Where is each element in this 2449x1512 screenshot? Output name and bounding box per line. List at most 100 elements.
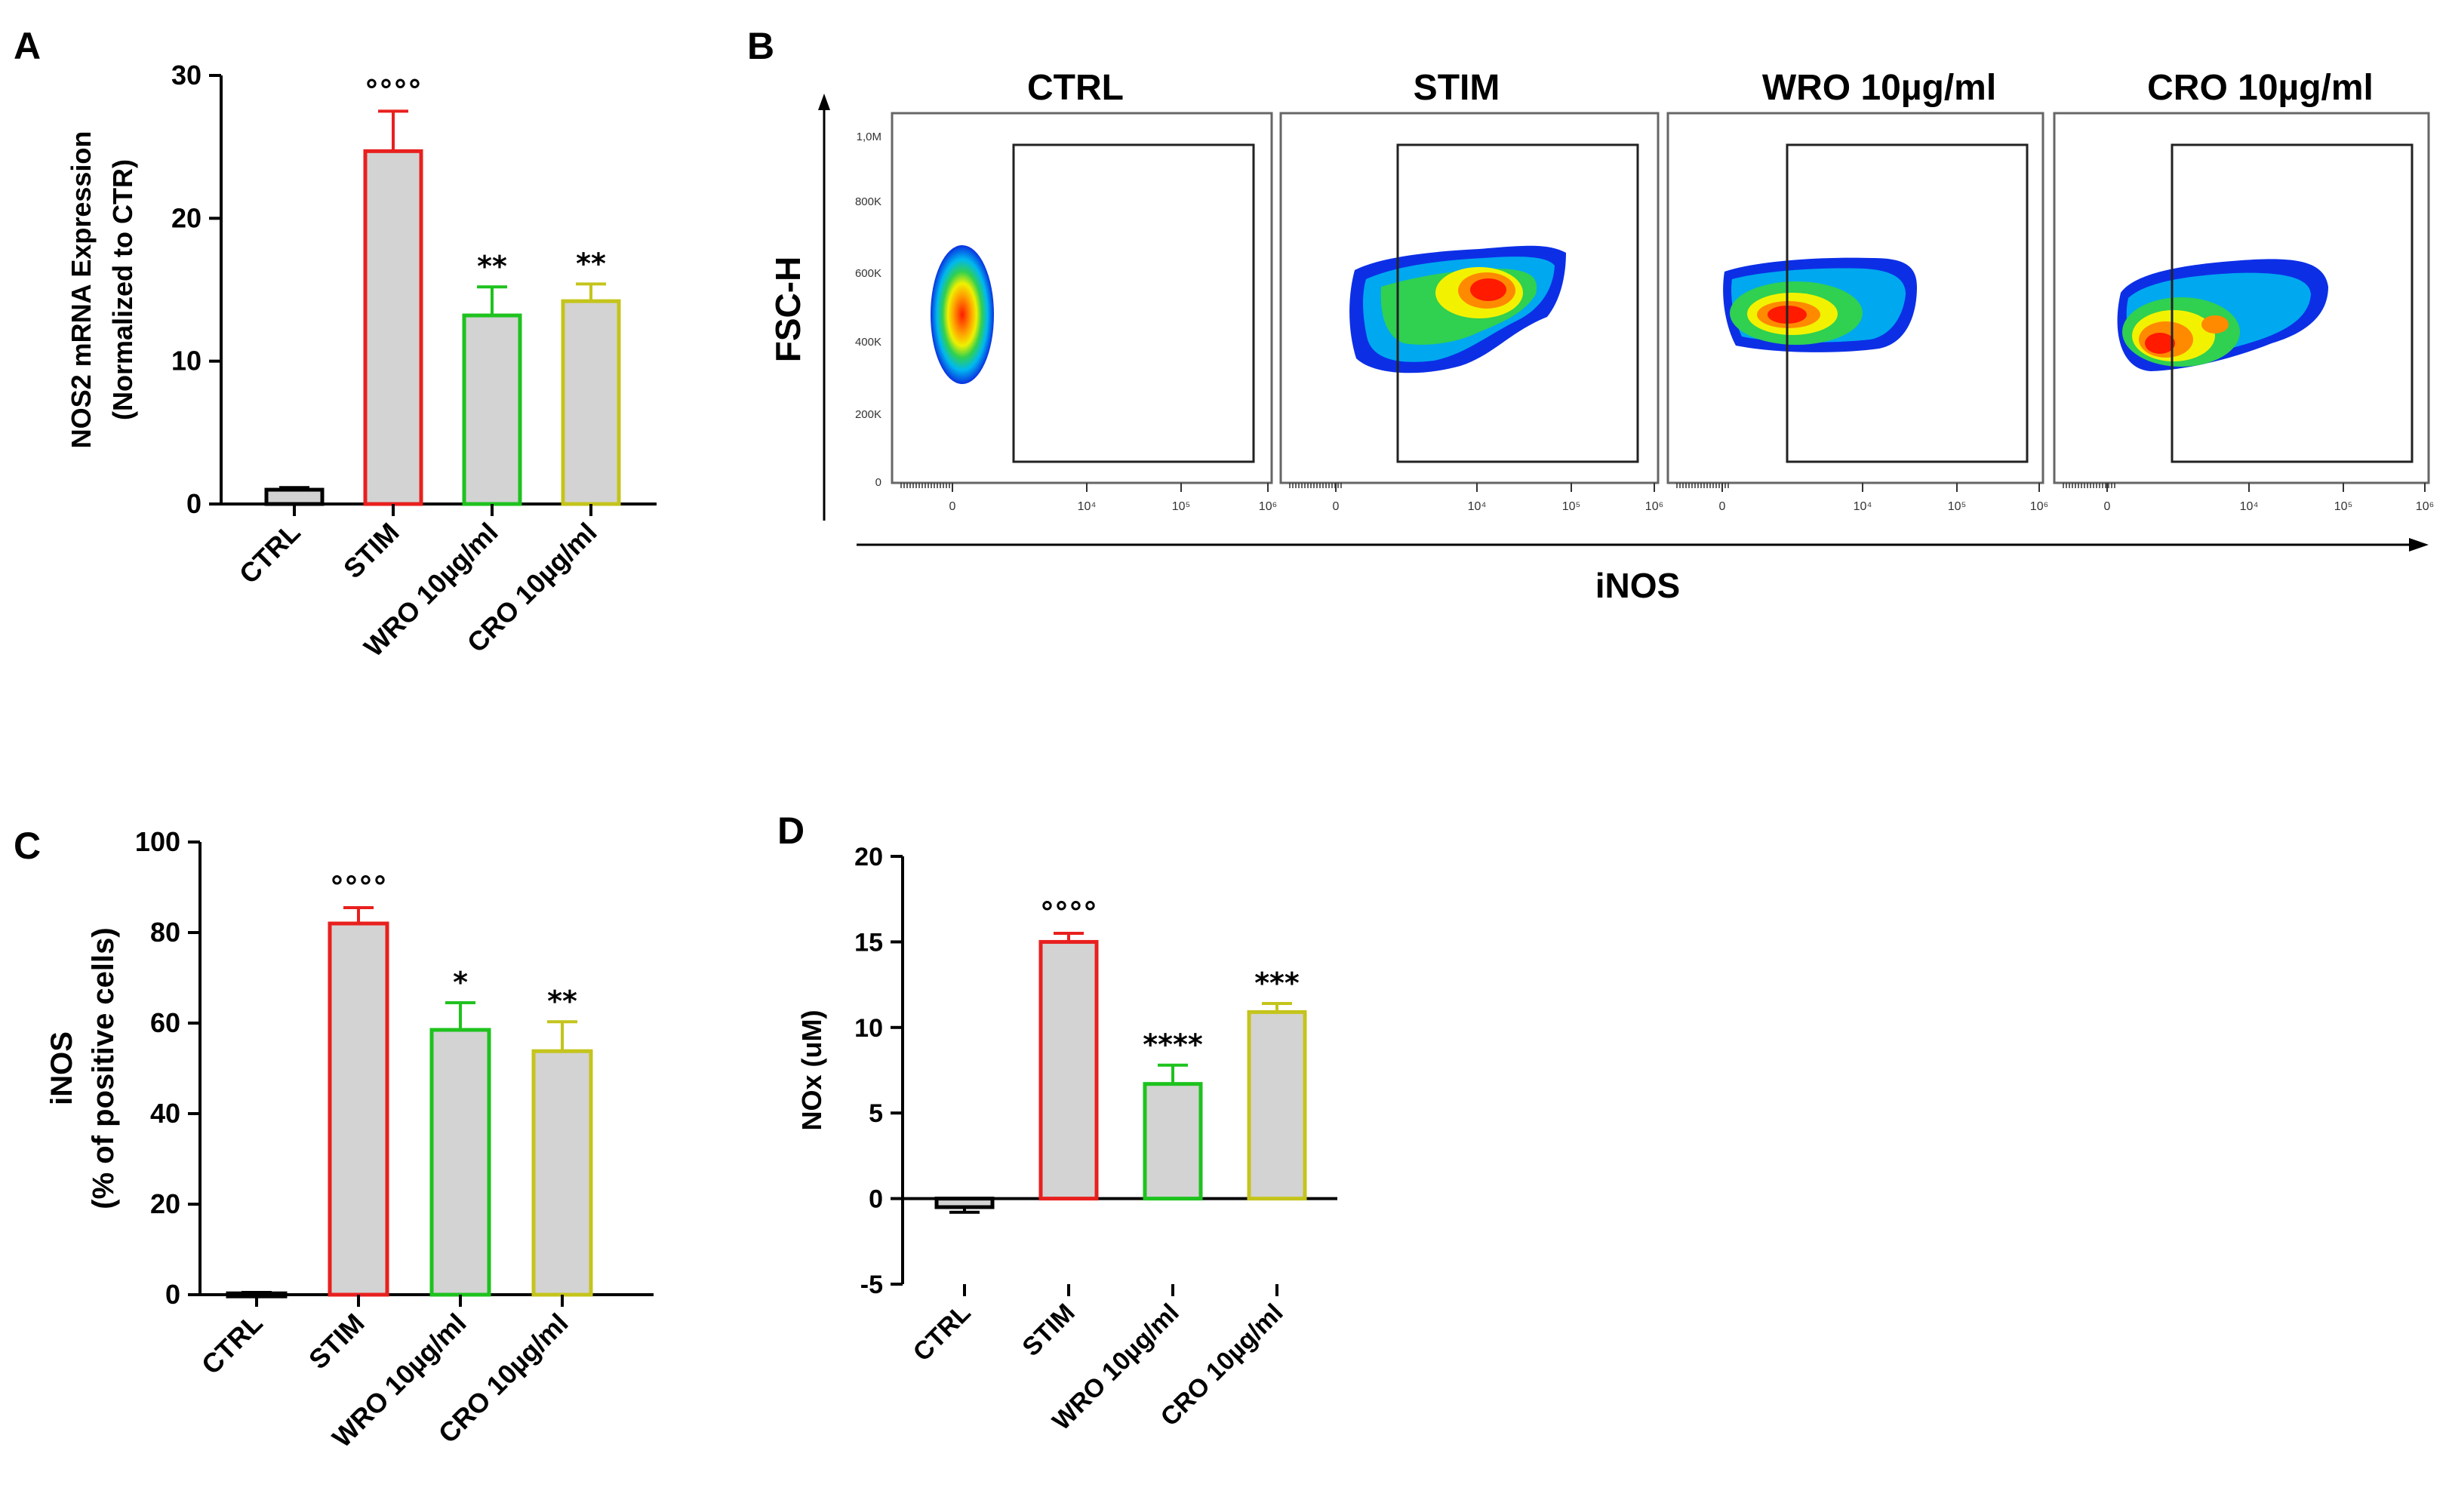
flow-y-tick: 1,0M <box>857 131 881 143</box>
bar <box>1038 939 1099 1201</box>
y-tick-label: 20 <box>854 843 883 871</box>
y-axis-label: NOx (uM) <box>796 1010 827 1131</box>
bar <box>328 921 389 1297</box>
flow-x-tick-label: 10⁴ <box>1468 500 1487 513</box>
significance-label: ** <box>547 985 577 1018</box>
y-tick-label: 5 <box>869 1099 883 1128</box>
flow-x-tick-label: 10⁴ <box>2240 500 2259 513</box>
flow-x-arrowhead <box>2409 538 2429 552</box>
flow-title-wro: WRO 10µg/ml <box>1762 68 1996 108</box>
y-tick-label: 100 <box>135 826 180 857</box>
y-tick-label: 10 <box>171 346 202 376</box>
category-label: STIM <box>1017 1298 1080 1362</box>
flow-title-stim: STIM <box>1414 68 1500 108</box>
bar <box>429 1028 491 1297</box>
y-tick-label: 20 <box>171 202 202 233</box>
y-tick-label: 30 <box>171 60 202 91</box>
flow-gate-stim <box>1396 143 1639 463</box>
bar <box>363 149 423 506</box>
flow-gate-ctrl <box>1012 143 1255 463</box>
category-label: CTRL <box>195 1308 269 1381</box>
flow-density-cro <box>2117 259 2328 371</box>
y-axis-label: NOS2 mRNA Expression <box>66 131 97 449</box>
flow-y-arrowhead <box>818 94 830 110</box>
flow-title-ctrl: CTRL <box>1027 68 1124 108</box>
chart-panel-c: 0 20 40 60 80 100 iNOS (% of positive cells) CTR… <box>45 826 654 1453</box>
flow-y-tick: 200K <box>855 408 881 421</box>
flow-gate-cro <box>2171 143 2414 463</box>
flow-plot-frame-wro <box>1666 112 2044 484</box>
flow-gate-wro <box>1786 143 2029 463</box>
y-tick-label: 15 <box>854 928 883 957</box>
y-axis-label: (% of positive cells) <box>87 927 120 1209</box>
bar <box>264 487 325 506</box>
flow-density-wro <box>1723 257 1917 352</box>
significance-label: **** <box>1143 1028 1203 1062</box>
flow-cytometry-panel-b: FSC-H iNOS CTRL STIM WRO 10µg/ml CRO 10µ… <box>768 68 2434 605</box>
bar <box>531 1049 593 1297</box>
flow-y-tick: 600K <box>855 267 881 280</box>
flow-plot-frame-stim <box>1279 112 1660 484</box>
flow-x-tick-label: 0 <box>1333 500 1340 513</box>
category-label: CTRL <box>233 517 306 590</box>
flow-plot-frame-cro <box>2053 112 2430 484</box>
y-tick-label: 20 <box>150 1188 180 1219</box>
y-tick-label: -5 <box>860 1271 883 1299</box>
flow-y-tick: 400K <box>855 336 881 349</box>
flow-x-tick-label: 10⁵ <box>1948 500 1966 513</box>
flow-x-tick-label: 10⁵ <box>1562 500 1580 513</box>
significance-label: ** <box>477 250 507 283</box>
flow-x-tick-label: 10⁶ <box>1645 500 1663 513</box>
flow-x-tick-label: 10⁴ <box>1854 500 1872 513</box>
flow-x-tick-label: 10⁵ <box>2334 500 2352 513</box>
flow-x-tick-label: 10⁶ <box>2030 500 2048 513</box>
flow-density-stim <box>1349 245 1566 373</box>
flow-x-tick-label: 10⁶ <box>2416 500 2434 513</box>
flow-density-ctrl <box>931 245 994 384</box>
flow-y-tick: 800K <box>855 195 881 208</box>
y-tick-label: 0 <box>869 1185 883 1214</box>
y-tick-label: 0 <box>165 1279 180 1310</box>
y-tick-label: 10 <box>854 1014 883 1043</box>
significance-label: °°°° <box>330 871 387 904</box>
bar <box>1247 1010 1307 1201</box>
significance-label: °°°° <box>1040 896 1097 930</box>
flow-x-tick-label: 10⁶ <box>1259 500 1277 513</box>
y-axis-label: (Normalized to CTR) <box>107 159 138 420</box>
panel-label-d: D <box>777 810 805 852</box>
flow-x-tick-label: 10⁵ <box>1172 500 1190 513</box>
y-tick-label: 40 <box>150 1098 180 1129</box>
category-label: CTRL <box>908 1298 977 1367</box>
category-label: STIM <box>337 517 405 585</box>
panel-label-a: A <box>14 25 41 67</box>
flow-x-axis-label: iNOS <box>1595 566 1680 605</box>
flow-y-tick: 0 <box>875 476 881 489</box>
y-tick-label: 60 <box>150 1007 180 1038</box>
flow-plot-frame-ctrl <box>891 112 1273 484</box>
y-tick-label: 0 <box>186 488 202 519</box>
bar <box>462 313 522 506</box>
significance-label: °°°° <box>365 74 422 107</box>
panel-label-b: B <box>747 25 774 67</box>
flow-x-tick-label: 0 <box>1719 500 1726 513</box>
significance-label: * <box>453 966 468 999</box>
significance-label: *** <box>1254 967 1300 1000</box>
flow-y-ticks: 1,0M 800K 600K 400K 200K 0 <box>855 131 881 489</box>
bar <box>561 299 621 506</box>
bar <box>1143 1082 1203 1201</box>
chart-panel-a: 0 10 20 30 NOS2 mRNA Expression (Normalized t… <box>66 60 657 662</box>
flow-x-ticks: 0 10⁴ 10⁵ 10⁶ 0 10⁴ 10⁵ 10⁶ 0 10⁴ 10⁵ 10⁶ 0 10⁴ 10⁵ 10⁶ <box>900 483 2434 513</box>
flow-x-tick-label: 0 <box>2104 500 2111 513</box>
bar <box>934 1197 995 1209</box>
y-axis-label: iNOS <box>45 1031 78 1105</box>
category-label: STIM <box>303 1308 371 1375</box>
panel-label-c: C <box>14 825 41 867</box>
y-tick-label: 80 <box>150 917 180 948</box>
flow-x-tick-label: 10⁴ <box>1078 500 1097 513</box>
flow-title-cro: CRO 10µg/ml <box>2147 68 2374 108</box>
flow-y-axis-label: FSC-H <box>768 257 808 363</box>
flow-x-tick-label: 0 <box>949 500 956 513</box>
significance-label: ** <box>576 247 606 280</box>
